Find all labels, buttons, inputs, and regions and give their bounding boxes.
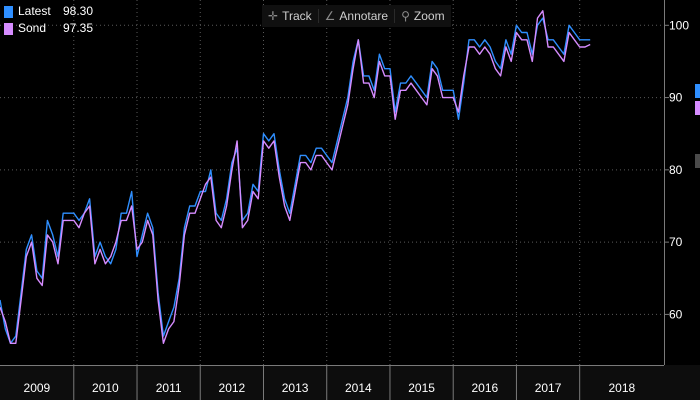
y-tick-label: 70 — [669, 235, 683, 249]
toolbar-divider — [317, 9, 319, 23]
legend-label: Latest — [18, 4, 51, 18]
legend-item-latest[interactable]: Latest 98.30 — [4, 3, 93, 20]
legend-item-sond[interactable]: Sond 97.35 — [4, 20, 93, 37]
x-tick-label: 2009 — [24, 381, 51, 395]
y-tick-label: 80 — [669, 163, 683, 177]
legend-label: Sond — [18, 21, 47, 35]
track-button[interactable]: ✛ Track — [262, 5, 318, 27]
x-tick-label: 2013 — [282, 381, 309, 395]
series-lines — [0, 10, 591, 344]
series-line-sond — [0, 10, 591, 344]
series-line-latest — [0, 17, 591, 344]
x-tick-label: 2015 — [408, 381, 435, 395]
annotate-button[interactable]: ∠ Annotare — [319, 5, 394, 27]
zoom-button[interactable]: ⚲ Zoom — [395, 5, 450, 27]
x-tick-label: 2011 — [156, 381, 182, 395]
x-tick-label: 2010 — [92, 381, 119, 395]
legend-value: 98.30 — [63, 4, 94, 18]
annotate-label: Annotare — [339, 9, 389, 23]
legend-swatch-latest — [4, 5, 13, 18]
legend-swatch-sond — [4, 22, 13, 35]
track-label: Track — [282, 9, 312, 23]
y-axis: 60 70 80 90 100 — [664, 0, 689, 365]
x-tick-label: 2014 — [345, 381, 372, 395]
x-tick-label: 2017 — [535, 381, 562, 395]
x-axis: 2009 2010 2011 2012 2013 2014 2015 2016 2017 2018 — [0, 365, 700, 400]
y-tick-label: 100 — [669, 18, 689, 32]
legend: Latest 98.30 Sond 97.35 — [4, 3, 93, 37]
magnifier-icon: ⚲ — [401, 9, 410, 23]
zoom-label: Zoom — [413, 9, 445, 23]
x-axis-band — [0, 365, 700, 400]
y-tick-label: 60 — [669, 307, 683, 321]
x-tick-label: 2012 — [219, 381, 246, 395]
y-tick-label: 90 — [669, 91, 683, 105]
legend-value: 97.35 — [63, 21, 94, 35]
toolbar-divider — [394, 9, 396, 23]
x-tick-label: 2016 — [471, 381, 498, 395]
chart-toolbar: ✛ Track ∠ Annotare ⚲ Zoom — [262, 5, 451, 27]
pencil-icon: ∠ — [324, 9, 336, 23]
sond-axis-marker — [695, 101, 700, 115]
crosshair-icon: ✛ — [268, 9, 279, 23]
x-tick-label: 2018 — [608, 381, 635, 395]
axis-marker — [695, 154, 700, 168]
latest-axis-marker — [695, 84, 700, 98]
